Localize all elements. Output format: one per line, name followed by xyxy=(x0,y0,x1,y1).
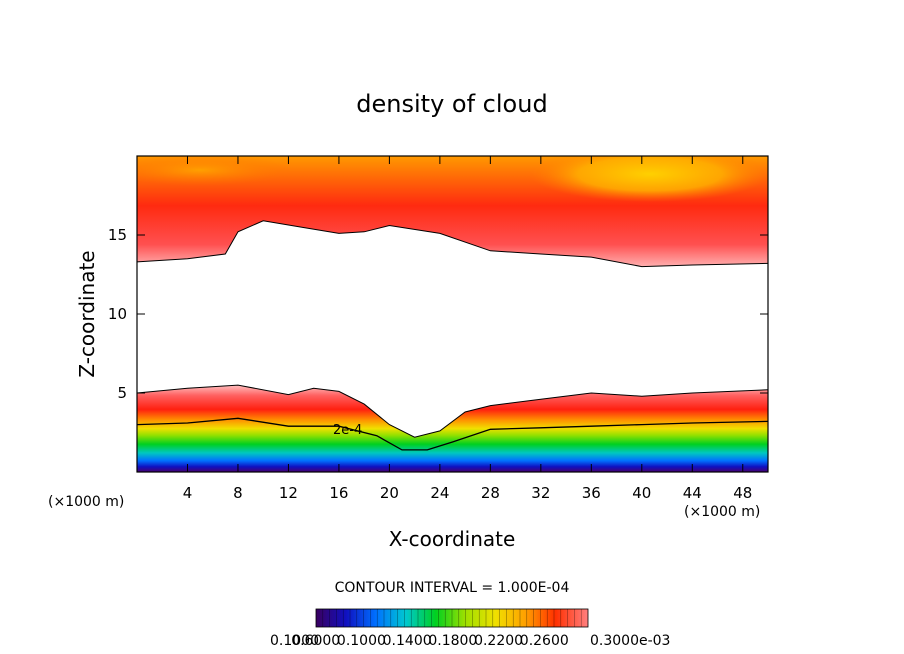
upper-cloud-orange-core xyxy=(137,156,290,186)
x-tick-label: 48 xyxy=(733,484,752,502)
x-tick-label: 40 xyxy=(632,484,651,502)
colorbar-labels: 0.10000.60000.10000.14000.18000.22000.26… xyxy=(270,633,670,649)
upper-cloud-yellow-core xyxy=(530,156,768,202)
plot-area: 2e-4 xyxy=(137,156,768,472)
chart-title: density of cloud xyxy=(356,90,547,118)
colorbar-label: 0.3000e-03 xyxy=(590,633,670,649)
x-tick-label: 16 xyxy=(329,484,348,502)
colorbar-label: 0.2200 xyxy=(474,633,523,649)
x-tick-label: 24 xyxy=(430,484,449,502)
lower-cloud-band xyxy=(137,385,768,472)
y-tick-label: 15 xyxy=(108,226,127,244)
colorbar-label: 0.1400 xyxy=(383,633,432,649)
x-tick-label: 4 xyxy=(183,484,193,502)
y-axis-ticks: 5 10 15 xyxy=(108,226,768,402)
lower-cloud-edge-contour xyxy=(137,384,768,438)
colorbar-label: 0.6000 xyxy=(291,633,340,649)
y-tick-label: 5 xyxy=(117,384,127,402)
y-tick-label: 10 xyxy=(108,305,127,323)
x-tick-label: 8 xyxy=(233,484,243,502)
x-axis-ticks: 4 8 12 16 20 24 28 32 36 40 44 48 xyxy=(183,156,752,502)
colorbar-label: 0.1000 xyxy=(270,633,319,649)
x-unit-label-right: (×1000 m) xyxy=(684,504,760,520)
upper-cloud-edge-contour xyxy=(137,220,768,268)
colorbar-ticks xyxy=(322,609,582,627)
x-tick-label: 44 xyxy=(683,484,702,502)
colorbar-label: 0.1000 xyxy=(337,633,386,649)
contour-line-2e-4 xyxy=(137,417,768,451)
colorbar-label: 0.1800 xyxy=(428,633,477,649)
y-axis-label: Z-coordinate xyxy=(75,250,99,377)
x-tick-label: 28 xyxy=(481,484,500,502)
x-tick-label: 36 xyxy=(582,484,601,502)
contour-interval-label: CONTOUR INTERVAL = 1.000E-04 xyxy=(335,580,570,596)
x-tick-label: 12 xyxy=(279,484,298,502)
x-tick-label: 32 xyxy=(531,484,550,502)
colorbar-label: 0.2600 xyxy=(520,633,569,649)
x-axis-label: X-coordinate xyxy=(389,527,516,551)
x-unit-label-left: (×1000 m) xyxy=(48,494,124,510)
contour-label: 2e-4 xyxy=(333,423,362,438)
x-tick-label: 20 xyxy=(380,484,399,502)
